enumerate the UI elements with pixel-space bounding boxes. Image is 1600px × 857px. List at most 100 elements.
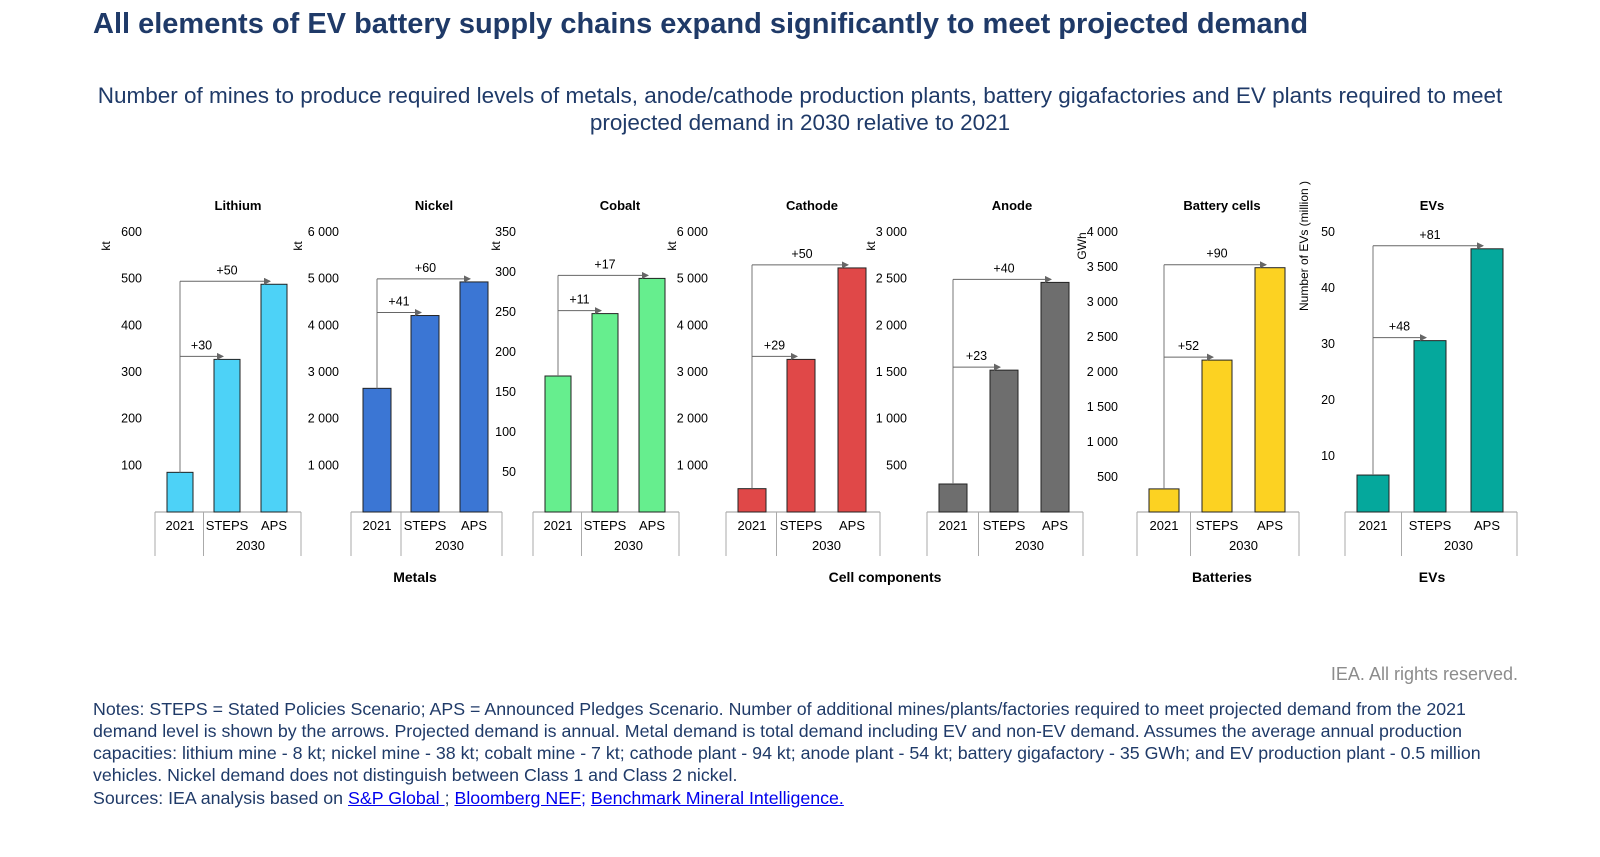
y-tick-label: 3 000	[308, 365, 339, 379]
panel-title: EVs	[1420, 198, 1445, 213]
x-tick-label: APS	[1257, 518, 1283, 533]
y-tick-label: 250	[495, 305, 516, 319]
bar-aps	[1470, 248, 1504, 513]
panel-title: Cathode	[786, 198, 838, 213]
bar-steps	[410, 315, 440, 513]
x-tick-label: 2021	[738, 518, 767, 533]
y-tick-label: 100	[495, 425, 516, 439]
x-group-label: 2030	[614, 538, 643, 553]
x-tick-label: 2021	[939, 518, 968, 533]
y-tick-label: 50	[502, 465, 516, 479]
y-tick-label: 3 000	[1087, 295, 1118, 309]
x-tick-label: STEPS	[1196, 518, 1239, 533]
bar-steps	[591, 313, 619, 513]
bar-steps	[213, 358, 241, 513]
arrow-label-aps: +40	[993, 261, 1014, 275]
bar-steps	[786, 358, 816, 513]
y-tick-label: 1 000	[677, 458, 708, 472]
y-tick-label: 2 000	[308, 412, 339, 426]
x-tick-label: 2021	[1359, 518, 1388, 533]
x-tick-label: APS	[261, 518, 287, 533]
y-tick-label: 30	[1321, 337, 1335, 351]
x-tick-label: STEPS	[404, 518, 447, 533]
panel-title: Battery cells	[1183, 198, 1260, 213]
x-group-label: 2030	[236, 538, 265, 553]
page-title: All elements of EV battery supply chains…	[93, 8, 1309, 40]
y-tick-label: 500	[1097, 470, 1118, 484]
x-tick-label: STEPS	[1409, 518, 1452, 533]
y-tick-label: 1 000	[876, 412, 907, 426]
y-tick-label: 3 000	[677, 365, 708, 379]
y-tick-label: 50	[1321, 225, 1335, 239]
x-tick-label: APS	[1042, 518, 1068, 533]
y-axis-label: kt	[99, 241, 113, 251]
chart-subtitle: Number of mines to produce required leve…	[97, 83, 1503, 135]
bloomberg-nef-link[interactable]: Bloomberg NEF;	[454, 788, 586, 808]
x-tick-label: APS	[839, 518, 865, 533]
bar-aps	[1254, 267, 1286, 513]
x-group-label: 2030	[435, 538, 464, 553]
arrow-label-steps: +48	[1389, 320, 1410, 334]
y-tick-label: 6 000	[308, 225, 339, 239]
y-tick-label: 6 000	[677, 225, 708, 239]
y-tick-label: 500	[121, 272, 142, 286]
x-group-label: 2030	[812, 538, 841, 553]
bar-aps	[459, 281, 489, 513]
y-tick-label: 150	[495, 385, 516, 399]
arrow-label-steps: +11	[569, 293, 589, 307]
y-tick-label: 3 000	[876, 225, 907, 239]
y-tick-label: 500	[886, 458, 907, 472]
x-tick-label: STEPS	[983, 518, 1026, 533]
panel-title: Anode	[992, 198, 1032, 213]
y-tick-label: 200	[121, 412, 142, 426]
bar-2021	[938, 483, 968, 513]
group-label: Metals	[393, 569, 437, 585]
x-tick-label: 2021	[363, 518, 392, 533]
benchmark-mineral-link[interactable]: Benchmark Mineral Intelligence.	[590, 788, 844, 808]
y-tick-label: 10	[1321, 449, 1335, 463]
bar-aps	[1040, 281, 1070, 513]
arrow-label-steps: +23	[966, 349, 987, 363]
bar-steps	[1413, 340, 1447, 513]
arrow-label-aps: +90	[1206, 247, 1227, 261]
y-tick-label: 200	[495, 345, 516, 359]
x-tick-label: 2021	[1150, 518, 1179, 533]
arrow-label-aps: +50	[216, 263, 237, 277]
y-axis-label: GWh	[1075, 232, 1089, 259]
sources-prefix: Sources: IEA analysis based on	[93, 788, 349, 808]
bar-2021	[1148, 488, 1180, 513]
y-tick-label: 1 500	[876, 365, 907, 379]
arrow-label-aps: +60	[415, 261, 436, 275]
copyright-notice: IEA. All rights reserved.	[1330, 664, 1518, 684]
x-tick-label: APS	[639, 518, 665, 533]
y-tick-label: 400	[121, 318, 142, 332]
y-tick-label: 1 000	[308, 458, 339, 472]
x-tick-label: APS	[1474, 518, 1500, 533]
x-tick-label: STEPS	[584, 518, 627, 533]
y-axis-label: kt	[665, 241, 679, 251]
bar-2021	[544, 375, 572, 513]
bar-steps	[1201, 359, 1233, 513]
arrow-label-steps: +30	[191, 338, 212, 352]
group-label: EVs	[1419, 569, 1446, 585]
x-tick-label: 2021	[544, 518, 573, 533]
bar-2021	[166, 471, 194, 513]
y-tick-label: 300	[495, 265, 516, 279]
y-tick-label: 2 500	[876, 272, 907, 286]
y-tick-label: 4 000	[308, 318, 339, 332]
y-tick-label: 20	[1321, 393, 1335, 407]
x-group-label: 2030	[1229, 538, 1258, 553]
y-tick-label: 2 500	[1087, 330, 1118, 344]
arrow-label-aps: +81	[1419, 228, 1440, 242]
x-tick-label: APS	[461, 518, 487, 533]
sp-global-link[interactable]: S&P Global	[348, 788, 445, 808]
group-label: Cell components	[829, 569, 942, 585]
panel-title: Cobalt	[600, 198, 641, 213]
arrow-label-aps: +17	[594, 257, 615, 271]
y-tick-label: 1 500	[1087, 400, 1118, 414]
panel-title: Lithium	[215, 198, 262, 213]
y-tick-label: 1 000	[1087, 435, 1118, 449]
y-tick-label: 5 000	[677, 272, 708, 286]
y-tick-label: 3 500	[1087, 260, 1118, 274]
